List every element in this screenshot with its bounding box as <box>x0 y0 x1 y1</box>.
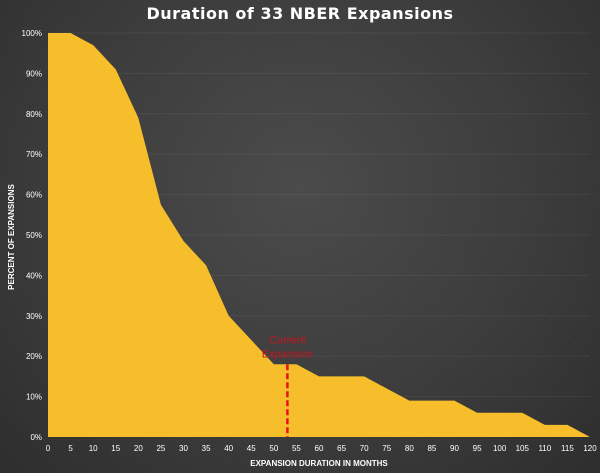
y-tick-label-80: 80% <box>26 110 42 119</box>
x-tick-label-115: 115 <box>561 444 574 453</box>
annotation-label-current: Current <box>269 334 306 346</box>
x-tick-label-105: 105 <box>516 444 530 453</box>
x-tick-label-25: 25 <box>156 444 165 453</box>
y-tick-label-10: 10% <box>26 393 42 402</box>
x-axis-title: EXPANSION DURATION IN MONTHS <box>250 459 388 468</box>
y-tick-label-60: 60% <box>26 191 42 200</box>
x-tick-label-95: 95 <box>473 444 482 453</box>
y-tick-label-50: 50% <box>26 231 42 240</box>
x-tick-label-60: 60 <box>315 444 324 453</box>
x-tick-label-30: 30 <box>179 444 188 453</box>
x-tick-label-70: 70 <box>360 444 369 453</box>
x-tick-label-100: 100 <box>493 444 507 453</box>
y-tick-label-30: 30% <box>26 312 42 321</box>
x-tick-label-35: 35 <box>202 444 211 453</box>
x-tick-label-55: 55 <box>292 444 301 453</box>
y-tick-label-100: 100% <box>22 29 42 38</box>
x-tick-label-110: 110 <box>538 444 551 453</box>
chart-title: Duration of 33 NBER Expansions <box>146 4 453 23</box>
x-tick-label-20: 20 <box>134 444 143 453</box>
x-tick-label-15: 15 <box>111 444 120 453</box>
y-tick-label-20: 20% <box>26 352 42 361</box>
y-tick-label-90: 90% <box>26 69 42 78</box>
area-series-fill <box>48 33 590 437</box>
y-tick-label-0: 0% <box>30 433 42 442</box>
y-tick-label-40: 40% <box>26 271 42 280</box>
x-tick-label-75: 75 <box>382 444 391 453</box>
x-tick-label-65: 65 <box>337 444 346 453</box>
tick-layer: 0 5 10 15 20 25 30 35 40 45 50 55 60 65 70 75 80 85 90 95 10… <box>22 29 598 453</box>
x-tick-label-45: 45 <box>247 444 256 453</box>
y-axis-title: PERCENT OF EXPANSIONS <box>7 184 16 290</box>
x-tick-label-10: 10 <box>89 444 98 453</box>
x-tick-label-90: 90 <box>450 444 459 453</box>
y-tick-label-70: 70% <box>26 150 42 159</box>
x-tick-label-0: 0 <box>46 444 51 453</box>
x-tick-label-5: 5 <box>68 444 73 453</box>
x-tick-label-80: 80 <box>405 444 414 453</box>
x-tick-label-85: 85 <box>427 444 436 453</box>
annotation-label-expansion: Expansion <box>262 348 313 360</box>
x-tick-label-50: 50 <box>269 444 278 453</box>
x-tick-label-40: 40 <box>224 444 233 453</box>
x-tick-label-120: 120 <box>583 444 597 453</box>
